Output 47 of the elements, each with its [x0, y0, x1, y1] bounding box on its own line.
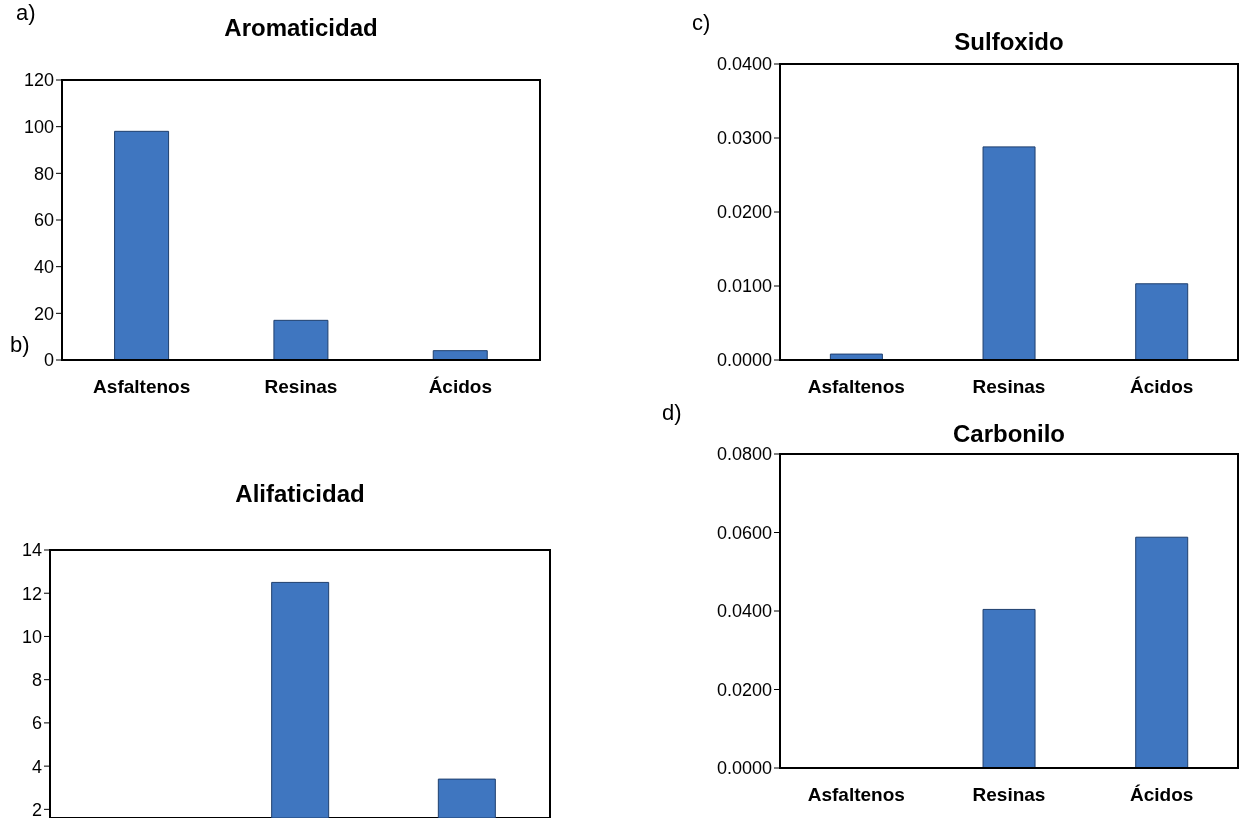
y-tick-label: 0.0300 — [716, 128, 772, 149]
bar — [432, 350, 488, 360]
y-tick-label: 0.0400 — [716, 54, 772, 75]
y-tick-label: 80 — [33, 163, 54, 184]
x-tick-label: Asfaltenos — [807, 784, 905, 806]
y-tick-label: 6 — [31, 713, 42, 734]
bar — [273, 319, 329, 360]
y-tick-label: 0.0000 — [716, 758, 772, 779]
x-tick-label: Asfaltenos — [807, 376, 905, 398]
x-tick-label: Ácidos — [428, 376, 493, 398]
y-tick-label: 100 — [23, 117, 54, 138]
text: d) — [662, 400, 682, 426]
y-tick-label: 12 — [21, 583, 42, 604]
y-tick-label: 0 — [43, 350, 54, 371]
bar — [1135, 283, 1189, 360]
text: a) — [16, 0, 36, 26]
y-tick-label: 0.0200 — [716, 679, 772, 700]
chart-title: Sulfoxido — [953, 28, 1065, 56]
x-tick-label: Resinas — [972, 784, 1046, 806]
x-tick-label: Ácidos — [1129, 376, 1194, 398]
chart-title: Aromaticidad — [223, 14, 379, 42]
y-tick-label: 0.0800 — [716, 444, 772, 465]
x-tick-label: Ácidos — [1129, 784, 1194, 806]
y-tick-label: 60 — [33, 210, 54, 231]
y-tick-label: 120 — [23, 70, 54, 91]
bar — [982, 146, 1036, 360]
x-tick-label: Resinas — [264, 376, 338, 398]
y-tick-label: 0.0600 — [716, 522, 772, 543]
y-tick-label: 0.0400 — [716, 601, 772, 622]
y-tick-label: 8 — [31, 670, 42, 691]
y-tick-label: 2 — [31, 799, 42, 818]
y-tick-label: 40 — [33, 257, 54, 278]
chart-title: Alifaticidad — [234, 480, 366, 508]
y-tick-label: 14 — [21, 540, 42, 561]
y-tick-label: 20 — [33, 303, 54, 324]
bar — [114, 130, 170, 360]
x-tick-label: Resinas — [972, 376, 1046, 398]
y-tick-label: 10 — [21, 626, 42, 647]
y-tick-label: 0.0100 — [716, 276, 772, 297]
x-tick-label: Asfaltenos — [93, 376, 191, 398]
bar — [829, 353, 883, 360]
chart-title: Carbonilo — [952, 420, 1066, 448]
text: b) — [10, 332, 30, 358]
y-tick-label: 0.0200 — [716, 202, 772, 223]
text: c) — [692, 10, 711, 36]
y-tick-label: 4 — [31, 756, 42, 777]
y-tick-label: 0.0000 — [716, 350, 772, 371]
